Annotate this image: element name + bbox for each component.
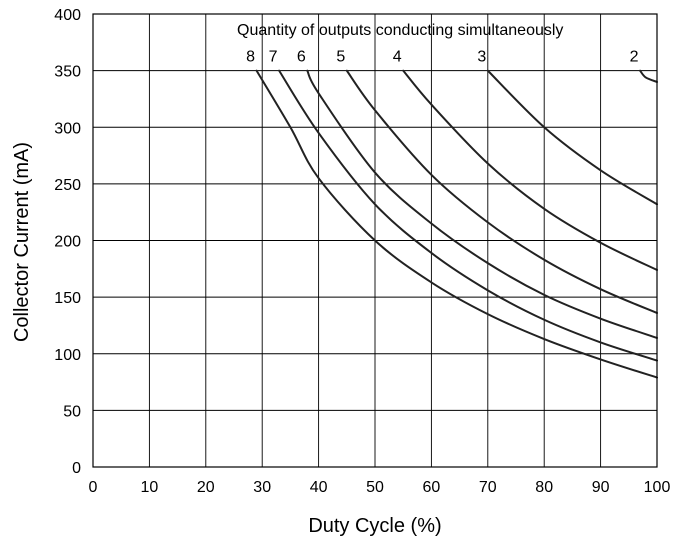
x-tick-label-20: 20 (197, 479, 215, 496)
y-tick-label-400: 400 (54, 7, 81, 24)
y-tick-label-100: 100 (54, 347, 81, 364)
curve-outputs-8 (255, 69, 658, 379)
curve-label-2: 2 (630, 49, 639, 66)
annotation-text: Quantity of outputs conducting simultane… (237, 22, 563, 39)
curve-label-6: 6 (297, 49, 306, 66)
curve-label-5: 5 (336, 49, 345, 66)
curve-label-7: 7 (269, 49, 278, 66)
plot-frame (92, 13, 658, 468)
x-axis-title: Duty Cycle (%) (308, 515, 441, 537)
y-tick-label-350: 350 (54, 64, 81, 81)
y-tick-label-250: 250 (54, 177, 81, 194)
curve-label-8: 8 (246, 49, 255, 66)
x-tick-label-90: 90 (592, 479, 610, 496)
x-tick-label-10: 10 (141, 479, 159, 496)
curve-label-4: 4 (393, 49, 402, 66)
x-tick-label-50: 50 (366, 479, 384, 496)
x-tick-label-100: 100 (644, 479, 671, 496)
y-tick-label-150: 150 (54, 290, 81, 307)
curve-outputs-7 (278, 69, 658, 362)
x-tick-label-0: 0 (89, 479, 98, 496)
x-tick-label-80: 80 (535, 479, 553, 496)
curve-outputs-3 (486, 69, 658, 206)
y-axis-title: Collector Current (mA) (11, 142, 33, 342)
curve-label-3: 3 (477, 49, 486, 66)
y-tick-label-0: 0 (72, 460, 81, 477)
curve-outputs-4 (402, 69, 658, 271)
curve-outputs-5 (345, 69, 658, 314)
curve-outputs-2 (639, 69, 658, 83)
x-tick-label-70: 70 (479, 479, 497, 496)
x-tick-label-40: 40 (310, 479, 328, 496)
curve-label-layer: 2 3 4 5 6 78 (246, 49, 639, 66)
y-tick-label-300: 300 (54, 120, 81, 137)
y-tick-label-50: 50 (63, 403, 81, 420)
curve-layer (255, 69, 658, 379)
y-tick-label-200: 200 (54, 234, 81, 251)
curve-outputs-6 (306, 69, 658, 339)
x-tick-label-30: 30 (253, 479, 271, 496)
x-tick-label-60: 60 (423, 479, 441, 496)
tick-label-layer: 0 10 20 30 40 50 60 70 80 90 100 0 50 100 150 200 250 300… (54, 7, 670, 496)
